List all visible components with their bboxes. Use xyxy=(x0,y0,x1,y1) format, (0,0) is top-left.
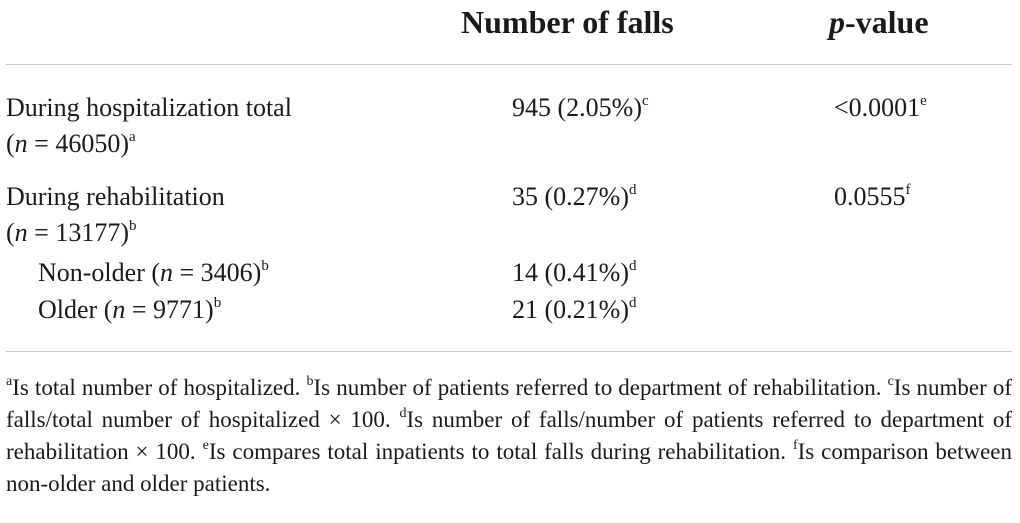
n-value: = 13177) xyxy=(27,218,129,247)
footnote-mark: b xyxy=(213,295,222,312)
falls-hospitalization: 945 (2.05%)c xyxy=(512,93,672,123)
p-value-hospitalization: <0.0001e xyxy=(834,93,927,123)
footnote-mark: d xyxy=(628,295,637,312)
header-p-rest: -value xyxy=(845,4,929,40)
n-symbol: n xyxy=(160,258,174,287)
falls-older: 21 (0.21%)d xyxy=(512,295,672,325)
falls-value: 35 (0.27%) xyxy=(512,182,629,211)
footnote-mark-a: a xyxy=(6,374,13,390)
row-label-hospitalization: During hospitalization total xyxy=(6,93,292,122)
row-label-older: Older (n = 9771)b xyxy=(38,295,221,325)
row-label-non-older: Non-older (n = 3406)b xyxy=(38,258,269,288)
header-divider xyxy=(6,64,1012,65)
label-text: Older ( xyxy=(38,295,113,324)
footnote-mark: c xyxy=(641,93,649,110)
footnote-mark-d: d xyxy=(399,406,407,422)
n-value: = 3406) xyxy=(173,258,262,287)
footnote-b: Is number of patients referred to depart… xyxy=(313,375,888,400)
footnote-mark: f xyxy=(905,182,911,199)
p-value: 0.0555 xyxy=(834,182,906,211)
table-bottom-rule xyxy=(6,351,1012,352)
footnote-mark: b xyxy=(261,258,269,275)
footnote-d: Is number of falls/number of patients re… xyxy=(6,407,1012,464)
row-label-hospitalization-n: (n = 46050)a xyxy=(6,129,136,159)
footnote-mark-b: b xyxy=(306,374,314,390)
falls-value: 945 (2.05%) xyxy=(512,93,642,122)
row-label-rehabilitation: During rehabilitation xyxy=(6,182,225,211)
footnote-c: Is number of falls/total number of hospi… xyxy=(6,375,1012,432)
footnote-mark-c: c xyxy=(887,374,894,390)
n-symbol: n xyxy=(112,295,126,324)
label-text: Non-older ( xyxy=(38,258,161,287)
n-value: = 46050) xyxy=(27,129,129,158)
footnote-f: Is comparison between non-older and olde… xyxy=(6,439,1012,496)
n-value: = 9771) xyxy=(125,295,214,324)
footnote-mark: a xyxy=(129,129,136,146)
paren-open: ( xyxy=(6,129,15,158)
footnote-mark: d xyxy=(628,258,637,275)
n-symbol: n xyxy=(14,129,28,158)
falls-rehabilitation: 35 (0.27%)d xyxy=(512,182,672,212)
footnote-mark-e: e xyxy=(202,438,209,454)
p-value-rehabilitation: 0.0555f xyxy=(834,182,911,212)
footnote-e: Is compares total inpatients to total fa… xyxy=(208,439,793,464)
footnote-mark-f: f xyxy=(792,438,798,454)
falls-value: 21 (0.21%) xyxy=(512,295,629,324)
footnote-mark: e xyxy=(920,93,927,110)
footnote-mark: d xyxy=(628,182,637,199)
table-footnotes: aIs total number of hospitalized. bIs nu… xyxy=(6,372,1012,500)
header-p-value: p-value xyxy=(829,4,929,40)
p-value: <0.0001 xyxy=(834,93,921,122)
header-number-of-falls: Number of falls xyxy=(461,4,674,40)
row-label-rehabilitation-n: (n = 13177)b xyxy=(6,218,137,248)
n-symbol: n xyxy=(14,218,28,247)
header-p-italic: p xyxy=(829,4,845,40)
footnote-a: Is total number of hospitalized. xyxy=(12,375,307,400)
paren-open: ( xyxy=(6,218,15,247)
footnote-mark: b xyxy=(129,218,137,235)
falls-value: 14 (0.41%) xyxy=(512,258,629,287)
falls-non-older: 14 (0.41%)d xyxy=(512,258,672,288)
